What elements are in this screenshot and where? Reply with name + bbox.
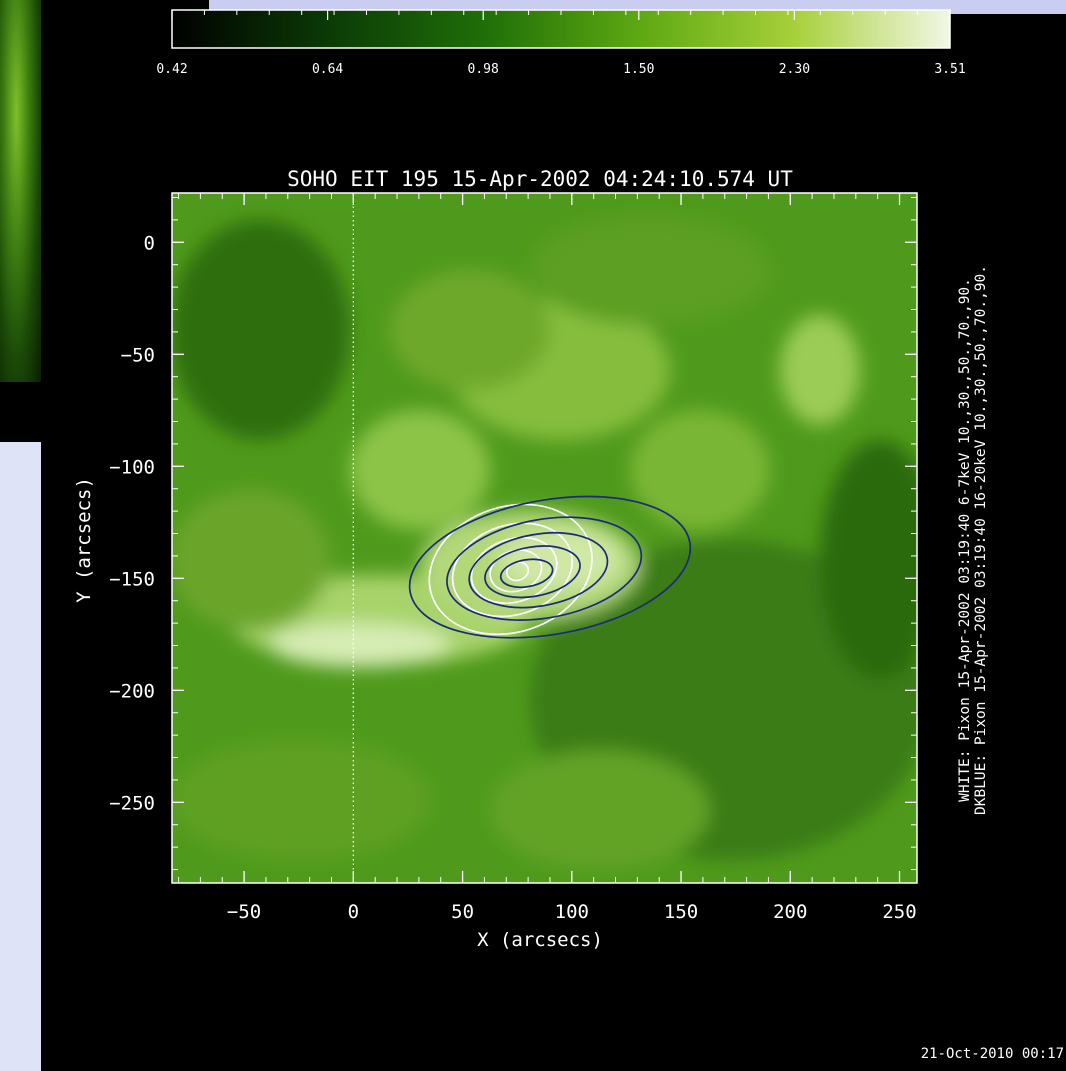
- y-tick-label: −250: [109, 792, 155, 814]
- legend-line-white: WHITE: Pixon 15-Apr-2002 03:19:40 6-7keV…: [957, 278, 973, 802]
- colorbar: 0.42 0.64 0.98 1.50 2.30 3.51: [156, 10, 965, 77]
- x-tick-label: 0: [348, 901, 359, 923]
- x-tick-label: −50: [227, 901, 261, 923]
- chart-title: SOHO EIT 195 15-Apr-2002 04:24:10.574 UT: [287, 167, 793, 191]
- y-tick-label: −200: [109, 680, 155, 702]
- colorbar-tick-label: 1.50: [623, 62, 654, 77]
- y-tick-label: −50: [121, 344, 155, 366]
- colorbar-bar: [172, 10, 950, 48]
- colorbar-tick-label: 0.42: [156, 62, 187, 77]
- y-tick-label: −150: [109, 568, 155, 590]
- x-axis-label: X (arcsecs): [477, 929, 603, 951]
- colorbar-tick-labels: 0.42 0.64 0.98 1.50 2.30 3.51: [156, 62, 965, 77]
- x-tick-label: 100: [555, 901, 589, 923]
- y-tick-label: 0: [144, 232, 155, 254]
- x-tick-labels: −50 0 50 100 150 200 250: [227, 901, 917, 923]
- legend-line-dkblue: DKBLUE: Pixon 15-Apr-2002 03:19:40 16-20…: [973, 265, 989, 815]
- x-tick-label: 200: [773, 901, 807, 923]
- x-tick-label: 50: [451, 901, 474, 923]
- y-axis-label: Y (arcsecs): [73, 477, 95, 603]
- timestamp: 21-Oct-2010 00:17: [921, 1046, 1064, 1062]
- x-tick-label: 150: [664, 901, 698, 923]
- colorbar-tick-label: 2.30: [779, 62, 810, 77]
- x-tick-label: 250: [882, 901, 916, 923]
- eit-image: [170, 193, 940, 883]
- colorbar-tick-label: 0.64: [312, 62, 343, 77]
- y-tick-labels: 0 −50 −100 −150 −200 −250: [109, 232, 155, 814]
- y-tick-label: −100: [109, 456, 155, 478]
- colorbar-tick-label: 0.98: [468, 62, 499, 77]
- colorbar-tick-label: 3.51: [934, 62, 965, 77]
